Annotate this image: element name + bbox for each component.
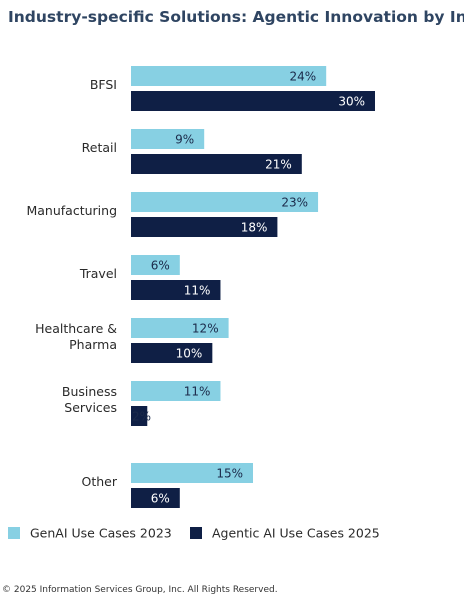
legend-label: Agentic AI Use Cases 2025 — [212, 526, 380, 541]
bar — [131, 463, 253, 483]
chart-title: Industry-specific Solutions: Agentic Inn… — [8, 8, 464, 26]
bar — [131, 255, 180, 275]
category-label: Manufacturing — [26, 202, 117, 218]
value-label: 12% — [192, 322, 219, 336]
value-label: 30% — [338, 95, 365, 109]
value-label: 6% — [151, 492, 170, 506]
bar — [131, 488, 180, 508]
value-label: 18% — [241, 221, 268, 235]
legend-swatch — [8, 527, 20, 539]
bar — [131, 343, 213, 363]
value-label: 9% — [175, 133, 194, 147]
value-label: 23% — [281, 196, 308, 210]
value-label: 10% — [176, 347, 203, 361]
value-label: 24% — [290, 70, 317, 84]
value-label: 15% — [216, 467, 243, 481]
category-label: Business Services — [61, 383, 117, 415]
bar — [131, 129, 205, 149]
bar — [131, 280, 221, 300]
value-label: 2% — [132, 410, 151, 424]
bar — [131, 381, 221, 401]
category-label: BFSI — [89, 76, 117, 92]
legend-swatch — [190, 527, 202, 539]
legend-label: GenAI Use Cases 2023 — [30, 526, 172, 541]
bar — [131, 406, 148, 426]
category-label: Healthcare & Pharma — [35, 320, 117, 352]
bar — [131, 154, 302, 174]
value-label: 11% — [184, 385, 211, 399]
value-label: 21% — [265, 158, 292, 172]
footer: © 2025 Information Services Group, Inc. … — [2, 585, 278, 595]
value-label: 6% — [151, 259, 170, 273]
category-label: Other — [81, 473, 118, 489]
category-label: Retail — [81, 139, 117, 155]
category-label: Travel — [79, 265, 117, 281]
bar — [131, 91, 375, 111]
value-label: 11% — [184, 284, 211, 298]
bar — [131, 217, 278, 237]
bar — [131, 66, 327, 86]
bar — [131, 318, 229, 338]
bar — [131, 192, 319, 212]
